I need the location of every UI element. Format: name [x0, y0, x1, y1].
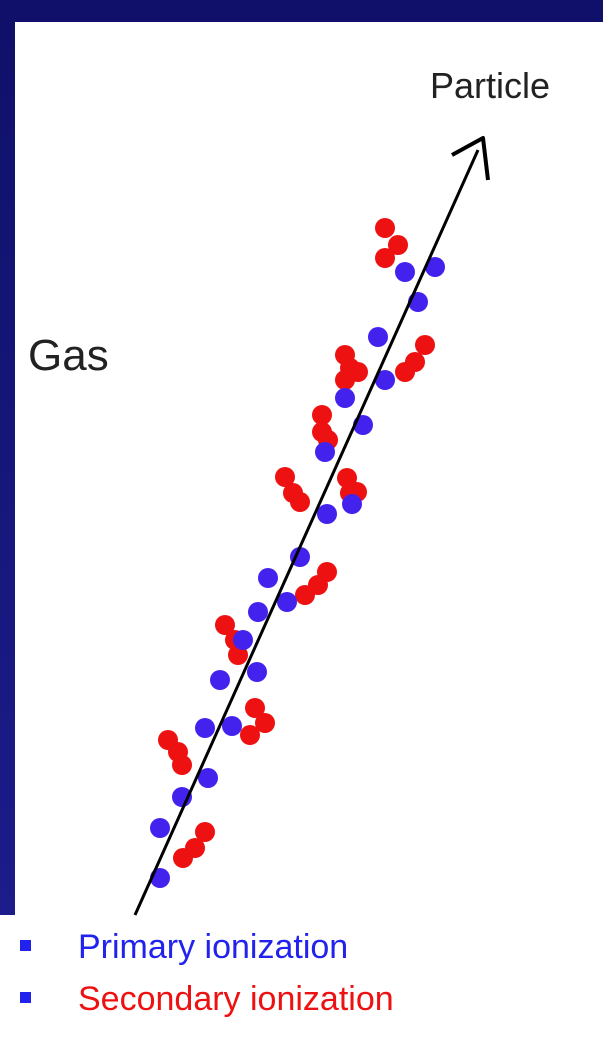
primary-dot — [150, 818, 170, 838]
primary-dot — [195, 718, 215, 738]
secondary-dot — [245, 698, 265, 718]
secondary-dot — [415, 335, 435, 355]
bullet — [20, 940, 31, 951]
secondary-dot — [172, 755, 192, 775]
figure-panel — [15, 22, 603, 915]
secondary-dot — [290, 492, 310, 512]
primary-dot — [248, 602, 268, 622]
secondary-dot — [195, 822, 215, 842]
primary-dot — [210, 670, 230, 690]
primary-dot — [342, 494, 362, 514]
slide: Particle Gas Primary ionization Secondar… — [0, 0, 603, 1056]
bullet — [20, 992, 31, 1003]
primary-dot — [395, 262, 415, 282]
primary-dot — [317, 504, 337, 524]
secondary-dot — [375, 248, 395, 268]
primary-dot — [222, 716, 242, 736]
primary-dot — [335, 388, 355, 408]
page: Particle Gas Primary ionization Secondar… — [0, 0, 603, 1056]
primary-dot — [247, 662, 267, 682]
particle-label: Particle — [430, 65, 550, 106]
gas-label: Gas — [28, 331, 109, 380]
primary-dot — [258, 568, 278, 588]
secondary-dot — [348, 362, 368, 382]
legend-secondary: Secondary ionization — [78, 980, 394, 1018]
primary-dot — [368, 327, 388, 347]
secondary-dot — [375, 218, 395, 238]
primary-dot — [315, 442, 335, 462]
secondary-dot — [317, 562, 337, 582]
primary-dot — [233, 630, 253, 650]
legend-primary: Primary ionization — [78, 928, 348, 966]
secondary-dot — [405, 352, 425, 372]
